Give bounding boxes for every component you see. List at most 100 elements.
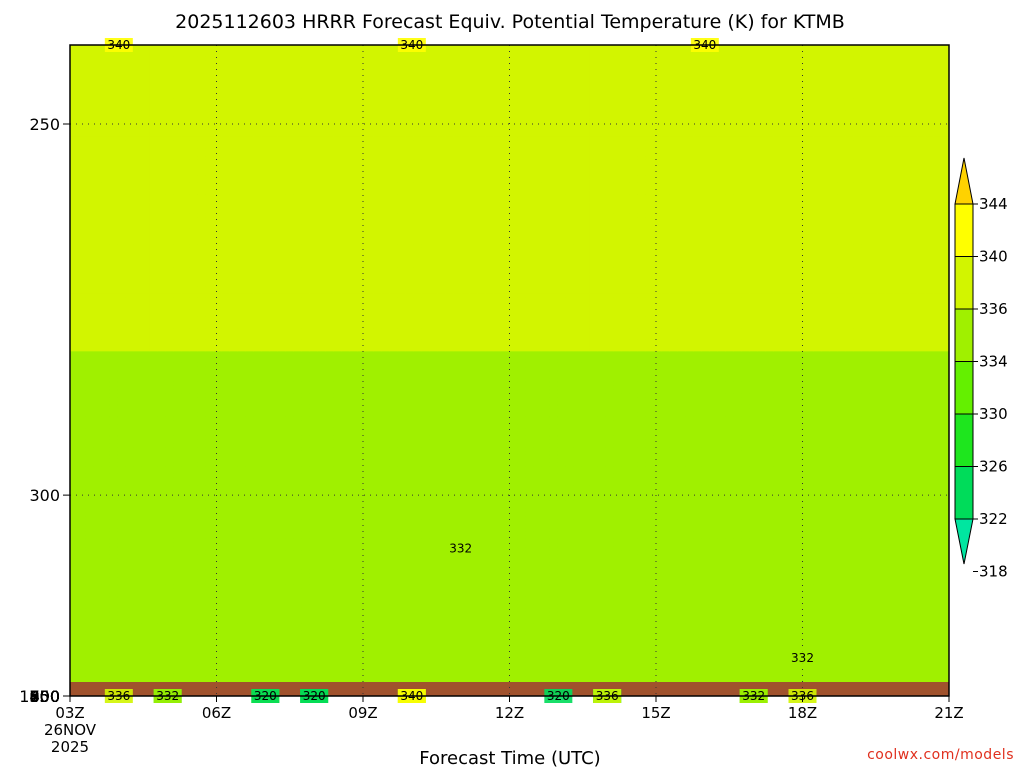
field-cell [230,596,239,600]
field-cell [230,298,239,302]
field-cell [246,604,255,608]
field-cell [198,194,207,198]
field-cell [70,152,79,156]
field-cell [166,279,175,283]
field-cell [302,294,311,298]
field-cell [278,317,287,321]
field-cell [102,462,111,466]
field-cell [134,76,143,80]
field-cell [94,332,103,336]
field-cell [206,512,215,516]
field-cell [166,102,175,106]
field-cell [190,152,199,156]
field-cell [278,642,287,646]
field-cell [126,344,135,348]
field-cell [286,566,295,570]
field-cell [190,501,199,505]
field-cell [158,233,167,237]
field-cell [302,171,311,175]
field-cell [158,256,167,260]
field-cell [286,49,295,53]
field-cell [230,168,239,172]
field-cell [174,482,183,486]
field-cell [134,501,143,505]
field-cell [142,416,151,420]
field-cell [198,382,207,386]
field-cell [206,79,215,83]
field-cell [198,294,207,298]
field-cell [206,194,215,198]
field-cell [70,646,79,650]
field-cell [246,259,255,263]
field-cell [118,524,127,528]
field-cell [294,600,303,604]
field-cell [134,405,143,409]
field-cell [214,547,223,551]
field-cell [238,550,247,554]
field-cell [206,60,215,64]
field-cell [238,451,247,455]
field-cell [214,508,223,512]
field-cell [134,168,143,172]
field-cell [110,416,119,420]
field-cell [214,340,223,344]
field-cell [86,363,95,367]
field-cell [222,455,231,459]
field-cell [142,344,151,348]
field-cell [182,56,191,60]
field-cell [262,68,271,72]
field-cell [254,424,263,428]
field-cell [262,332,271,336]
field-cell [78,451,87,455]
field-cell [126,275,135,279]
field-cell [102,654,111,658]
field-cell [270,152,279,156]
field-cell [294,665,303,669]
field-cell [270,252,279,256]
field-cell [94,378,103,382]
field-cell [182,355,191,359]
field-cell [166,91,175,95]
field-cell [150,348,159,352]
field-cell [86,122,95,126]
field-cell [206,401,215,405]
field-cell [126,631,135,635]
field-cell [278,53,287,57]
field-cell [262,125,271,129]
field-cell [270,401,279,405]
field-cell [182,156,191,160]
field-cell [262,489,271,493]
field-cell [294,213,303,217]
field-cell [150,573,159,577]
field-cell [142,76,151,80]
field-cell [302,49,311,53]
field-cell [270,508,279,512]
field-cell [238,305,247,309]
field-cell [294,570,303,574]
field-cell [294,619,303,623]
field-cell [230,447,239,451]
field-cell [70,363,79,367]
field-cell [94,497,103,501]
field-cell [238,581,247,585]
field-cell [230,428,239,432]
field-cell [118,294,127,298]
field-cell [70,631,79,635]
field-cell [78,187,87,191]
field-cell [94,466,103,470]
field-cell [238,623,247,627]
field-cell [150,95,159,99]
field-cell [246,673,255,677]
field-cell [166,213,175,217]
field-cell [110,474,119,478]
field-cell [302,56,311,60]
field-cell [150,485,159,489]
field-cell [198,665,207,669]
field-cell [166,271,175,275]
field-cell [214,294,223,298]
field-cell [78,485,87,489]
field-cell [94,409,103,413]
field-cell [118,401,127,405]
field-cell [270,393,279,397]
field-cell [150,183,159,187]
